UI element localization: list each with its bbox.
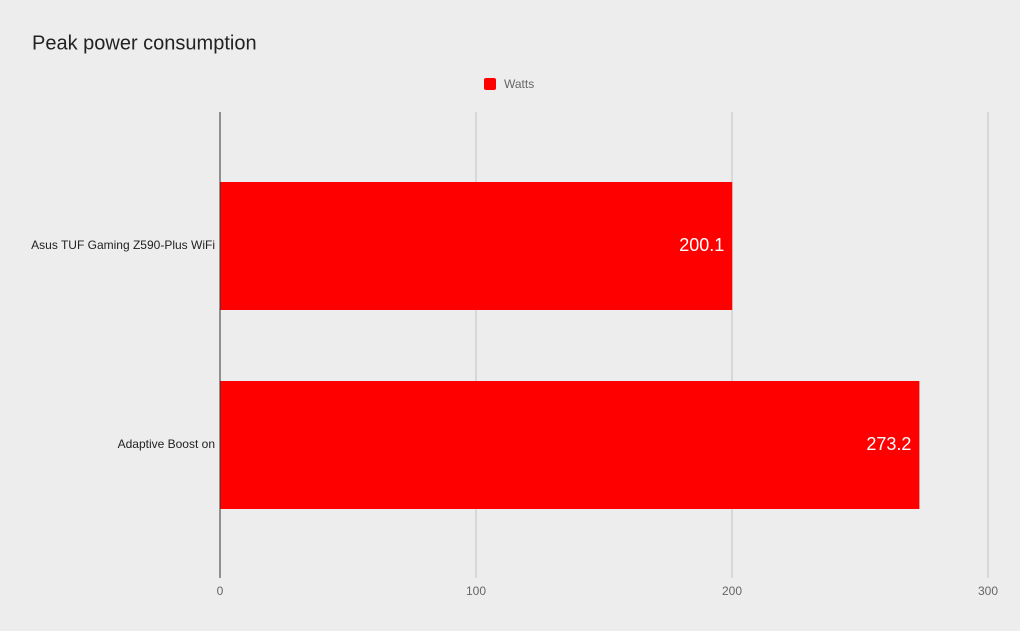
- legend-label: Watts: [504, 77, 534, 91]
- data-label: 200.1: [679, 235, 724, 255]
- x-tick-label: 200: [722, 584, 742, 598]
- y-tick-label: Adaptive Boost on: [118, 437, 215, 451]
- data-label: 273.2: [866, 434, 911, 454]
- legend-swatch: [484, 78, 496, 90]
- y-tick-label: Asus TUF Gaming Z590-Plus WiFi: [31, 238, 215, 252]
- x-tick-label: 300: [978, 584, 998, 598]
- x-tick-label: 100: [466, 584, 486, 598]
- x-tick-label: 0: [217, 584, 224, 598]
- bar: [220, 381, 920, 509]
- bar: [220, 182, 733, 310]
- chart-title: Peak power consumption: [32, 32, 257, 54]
